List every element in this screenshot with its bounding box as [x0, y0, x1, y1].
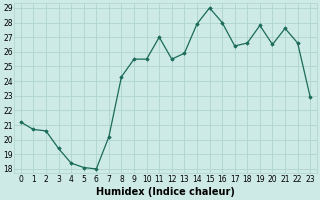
X-axis label: Humidex (Indice chaleur): Humidex (Indice chaleur) — [96, 187, 235, 197]
